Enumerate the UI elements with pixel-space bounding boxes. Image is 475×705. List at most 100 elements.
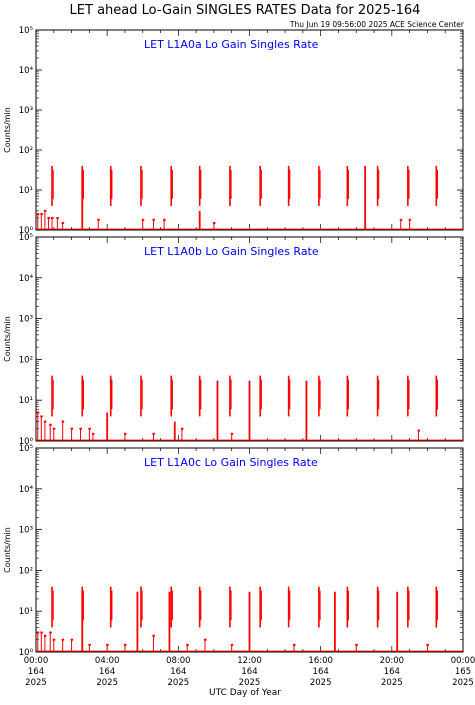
y-axis-label: Counts/min (3, 527, 12, 573)
x-tick-label: 164 (99, 667, 115, 677)
x-tick-label: 164 (313, 667, 329, 677)
data-point (51, 216, 54, 219)
y-tick-label: 10⁵ (19, 444, 33, 454)
y-tick-label: 10² (19, 566, 33, 576)
data-point (180, 427, 184, 430)
y-tick-label: 10⁴ (19, 485, 34, 495)
plot-frame (35, 29, 464, 231)
data-point (123, 432, 127, 435)
y-tick-label: 10⁴ (19, 66, 34, 76)
chart-panels: 10⁰ 10¹ 10² 10³ 10⁴ 10⁵ LET L1A0a Lo Gain Sing… (3, 26, 475, 688)
y-tick-label: 10⁰ (19, 648, 34, 658)
x-tick-label: 16:00 (308, 656, 333, 666)
data-point (152, 634, 155, 637)
x-tick-label: 164 (170, 667, 186, 677)
data-point (123, 643, 127, 646)
data-point (292, 643, 296, 646)
data-point (88, 427, 91, 430)
panel-title: LET L1A0c Lo Gain Singles Rate (144, 456, 318, 469)
y-tick-label: 10⁴ (19, 274, 34, 284)
data-point (43, 634, 47, 637)
y-tick-label: 10³ (19, 315, 33, 325)
x-tick-label: 164 (241, 667, 257, 677)
y-tick-label: 10³ (19, 106, 33, 116)
data-point (70, 638, 74, 641)
x-tick-label: 2025 (310, 678, 332, 688)
x-tick-label: 2025 (96, 678, 118, 688)
data-point (88, 643, 91, 646)
data-point (79, 427, 82, 430)
data-point (212, 221, 216, 224)
data-point (426, 643, 429, 646)
data-point (49, 631, 52, 634)
y-tick-label: 10¹ (19, 607, 33, 617)
data-point (61, 221, 65, 224)
x-tick-label: 00:00 (24, 656, 49, 666)
data-point (52, 427, 56, 430)
data-point (163, 218, 166, 221)
y-axis-label: Counts/min (3, 107, 12, 153)
x-tick-label: 164 (384, 667, 400, 677)
page-title: LET ahead Lo-Gain SINGLES RATES Data for… (70, 3, 421, 18)
x-tick-label: 165 (455, 667, 471, 677)
data-point (40, 631, 43, 634)
x-tick-label: 164 (28, 667, 44, 677)
data-point (49, 423, 52, 426)
data-point (47, 216, 50, 219)
panel-2: 10⁰ 10¹ 10² 10³ 10⁴ 10⁵ LET L1A0b Lo Gain Sing… (3, 233, 464, 447)
x-tick-label: 2025 (168, 678, 190, 688)
data-point (106, 643, 109, 646)
y-tick-label: 10⁵ (19, 233, 33, 243)
x-tick-label: 20:00 (380, 656, 405, 666)
y-axis-label: Counts/min (3, 316, 12, 362)
y-tick-label: 10² (19, 355, 33, 365)
y-tick-label: 10¹ (19, 396, 33, 406)
data-point (230, 643, 234, 646)
y-tick-label: 10⁵ (19, 26, 33, 36)
data-point (43, 209, 47, 212)
x-tick-label: 04:00 (95, 656, 120, 666)
panel-title: LET L1A0b Lo Gain Singles Rate (144, 245, 319, 258)
data-point (52, 638, 56, 641)
data-point (40, 415, 43, 418)
data-point (152, 432, 155, 435)
data-point (186, 643, 189, 646)
data-point (204, 638, 207, 641)
data-point (56, 216, 59, 219)
panel-1: 10⁰ 10¹ 10² 10³ 10⁴ 10⁵ LET L1A0a Lo Gain Sing… (3, 26, 464, 236)
data-point (91, 432, 95, 435)
panel-3: 10⁰ 10¹ 10² 10³ 10⁴ 10⁵ LET L1A0c Lo Gain Sing… (3, 444, 475, 688)
data-point (417, 429, 421, 432)
x-tick-label: 12:00 (237, 656, 262, 666)
y-tick-label: 10³ (19, 526, 33, 536)
data-point (97, 218, 100, 221)
x-tick-label: 2025 (239, 678, 261, 688)
data-point (355, 643, 358, 646)
data-point (152, 218, 155, 221)
data-point (36, 631, 40, 634)
data-point (43, 420, 47, 423)
data-point (61, 420, 65, 423)
y-tick-label: 10¹ (19, 186, 33, 196)
x-axis-label: UTC Day of Year (209, 688, 281, 698)
data-point (36, 411, 40, 414)
data-point (61, 638, 65, 641)
data-point (408, 218, 412, 221)
y-tick-label: 10⁰ (19, 226, 34, 236)
data-point (141, 218, 145, 221)
x-tick-label: 2025 (452, 678, 474, 688)
x-tick-label: 2025 (381, 678, 403, 688)
data-point (40, 213, 43, 216)
data-point (70, 427, 74, 430)
x-tick-label: 08:00 (166, 656, 191, 666)
y-tick-label: 10² (19, 146, 33, 156)
data-point (36, 213, 40, 216)
x-tick-label: 2025 (25, 678, 47, 688)
panel-title: LET L1A0a Lo Gain Singles Rate (144, 38, 319, 51)
data-point (399, 218, 403, 221)
x-tick-label: 00:00 (451, 656, 475, 666)
data-point (230, 432, 234, 435)
timestamp: Thu Jun 19 09:56:00 2025 ACE Science Cen… (289, 20, 465, 29)
